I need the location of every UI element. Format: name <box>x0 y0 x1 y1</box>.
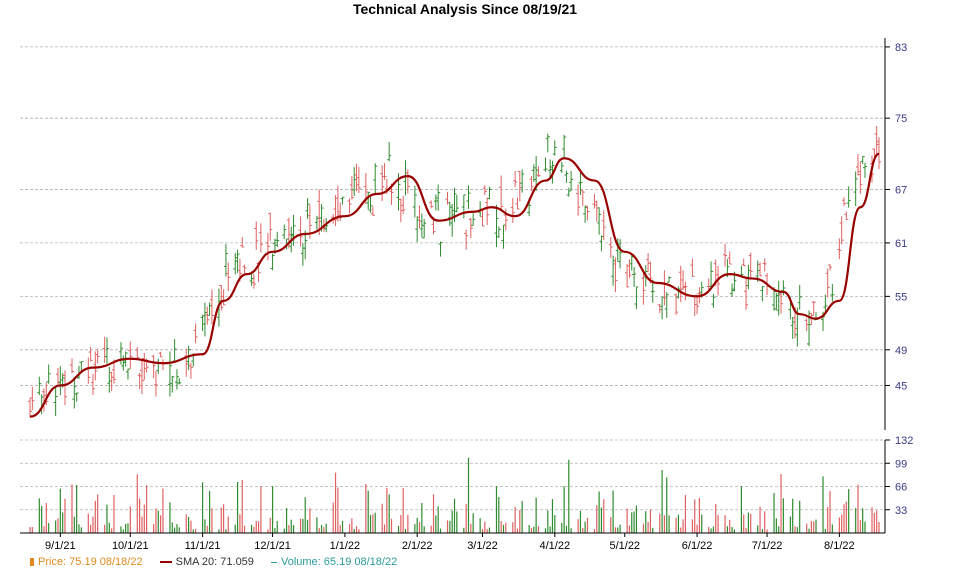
legend-price-text: Price: 75.19 08/18/22 <box>38 556 143 568</box>
x-tick-label: 1/1/22 <box>330 540 361 552</box>
price-tick-label: 75 <box>895 113 907 125</box>
chart-title: Technical Analysis Since 08/19/21 <box>352 1 578 17</box>
volume-tick-label: 66 <box>895 482 907 494</box>
price-tick-label: 49 <box>895 345 907 357</box>
sma-line-group <box>29 152 880 418</box>
x-tick-label: 11/1/21 <box>185 540 221 552</box>
legend: Price: 75.19 08/18/22 SMA 20: 71.059 Vol… <box>30 556 411 568</box>
x-tick-label: 3/1/22 <box>467 540 498 552</box>
legend-volume-text: Volume: 65.19 08/18/22 <box>280 556 398 568</box>
x-tick-label: 7/1/22 <box>752 540 783 552</box>
price-tick-label: 55 <box>895 291 907 303</box>
x-tick-label: 2/1/22 <box>402 540 433 552</box>
price-tick-label: 67 <box>895 184 907 196</box>
volume-tick-label: 99 <box>895 458 907 470</box>
x-tick-label: 6/1/22 <box>682 540 713 552</box>
legend-volume: Volume: 65.19 08/18/22 <box>270 556 398 568</box>
price-tick-label: 45 <box>895 380 907 392</box>
volume-bars <box>29 457 880 533</box>
legend-sma: SMA 20: 71.059 <box>159 556 254 568</box>
legend-price: Price: 75.19 08/18/22 <box>30 556 143 568</box>
x-tick-label: 10/1/21 <box>112 540 149 552</box>
price-swatch-icon <box>30 558 34 567</box>
price-bars <box>28 125 881 418</box>
axes: 83 75 67 61 55 49 45 132 99 66 33 9/1/21 10/1/21 11/1… <box>20 38 913 552</box>
x-tick-label: 9/1/21 <box>45 540 76 552</box>
volume-tick-label: 132 <box>895 435 913 447</box>
price-tick-label: 61 <box>895 238 907 250</box>
legend-sma-text: SMA 20: 71.059 <box>175 556 254 568</box>
x-tick-label: 4/1/22 <box>539 540 570 552</box>
volume-tick-label: 33 <box>895 505 907 517</box>
sma-swatch-icon <box>159 561 172 564</box>
x-tick-label: 12/1/21 <box>254 540 291 552</box>
x-tick-label: 8/1/22 <box>824 540 855 552</box>
volume-swatch-icon <box>270 561 277 563</box>
price-tick-label: 83 <box>895 42 907 54</box>
sma-line <box>29 152 880 418</box>
x-tick-label: 5/1/22 <box>609 540 640 552</box>
